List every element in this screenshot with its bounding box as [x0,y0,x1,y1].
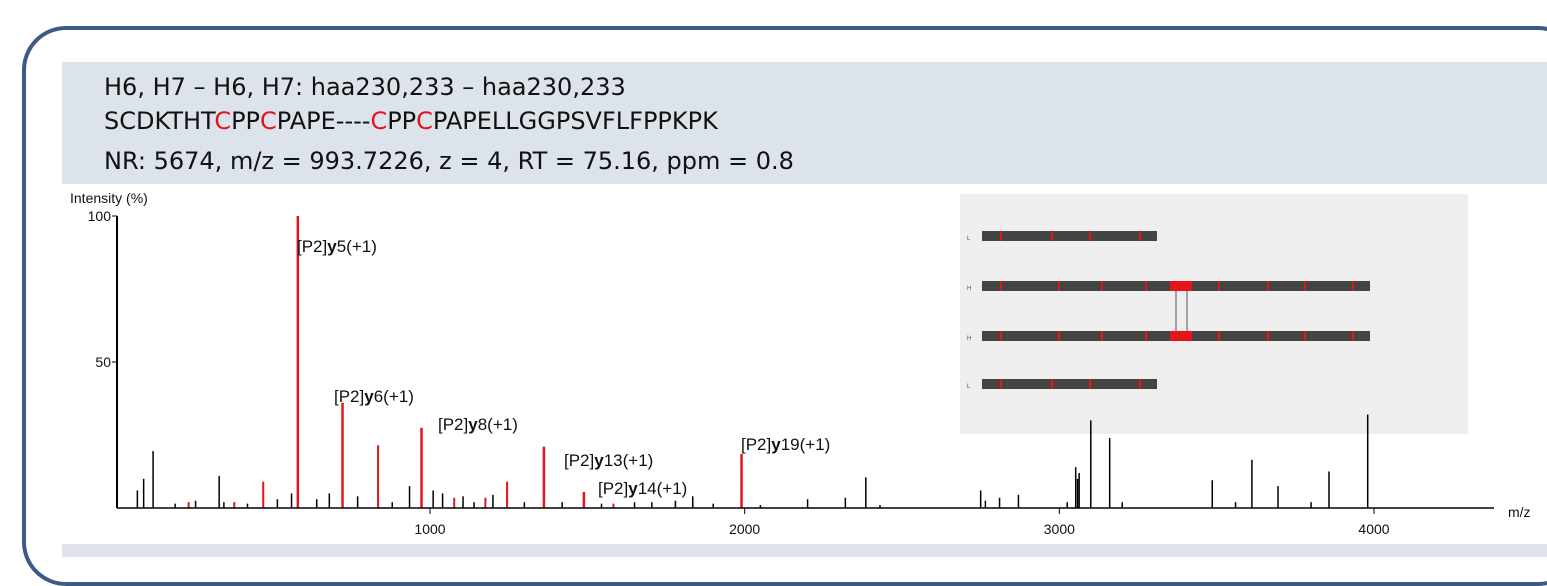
cysteine-mark [1000,379,1002,389]
inset-background [960,194,1468,434]
crosslink-site [1170,281,1192,291]
peptide-sequence: SCDKTHTCPPCPAPE----CPPCPAPELLGGPSVFLFPPK… [104,106,718,136]
x-tick-label: 3000 [1044,521,1075,537]
axes-layer: 50 100 1000 2000 3000 4000 Intensity (%) m/z [70,190,1531,537]
peak-label: [P2]y13(+1) [564,451,653,470]
precursor-info: NR: 5674, m/z = 993.7226, z = 4, RT = 75… [104,147,794,175]
chain-label: H [967,336,971,342]
cysteine-mark [1000,281,1002,291]
crosslink-title: H6, H7 – H6, H7: haa230,233 – haa230,233 [104,73,626,101]
y-tick-label: 100 [88,208,112,224]
cysteine-mark [1139,379,1141,389]
chain-bar [982,231,1157,241]
x-axis-title: m/z [1508,504,1531,520]
x-tick-label: 2000 [729,521,760,537]
header-panel [62,62,1547,184]
x-tick-label: 1000 [414,521,445,537]
cysteine-mark [1058,281,1060,291]
sequence-segment: PP [387,107,417,135]
peak-labels-layer: [P2]y5(+1) [P2]y6(+1) [P2]y8(+1) [P2]y13(+1… [297,237,830,498]
cysteine-mark [1089,231,1091,241]
cysteine-mark [1145,281,1147,291]
cysteine-mark [1051,379,1053,389]
cysteine-mark [1218,281,1220,291]
crosslink-inset: L H H L [960,194,1468,434]
y-tick-label: 50 [95,354,111,370]
chain-bar [982,379,1157,389]
peak-label: [P2]y5(+1) [297,237,377,256]
cysteine-mark [1089,379,1091,389]
cysteine-mark [1218,331,1220,341]
cysteine-mark [1267,281,1269,291]
sequence-segment: PAPELLGGPSVFLFPPKPK [432,107,718,135]
crosslink-site [1170,331,1192,341]
chain-label: L [967,236,971,242]
peak-label: [P2]y19(+1) [741,435,830,454]
cysteine-mark [1304,281,1306,291]
cysteine-mark [1101,281,1103,291]
sequence-segment: PP [231,107,261,135]
cysteine-mark [1139,231,1141,241]
cysteine-mark [1352,331,1354,341]
cysteine-mark [1304,331,1306,341]
sequence-segment: PAPE---- [276,107,371,135]
spectrum-chart: L H H L 50 100 1000 2000 3000 4000 Intensity (%) m… [70,190,1531,537]
cysteine-mark [1058,331,1060,341]
cysteine-mark [1352,281,1354,291]
bottom-band [62,544,1547,557]
cysteine-mark [1000,331,1002,341]
cysteine-mark [1051,231,1053,241]
crosslinked-cysteine: C [370,107,388,135]
cysteine-mark [1000,231,1002,241]
peak-label: [P2]y6(+1) [334,387,414,406]
x-tick-label: 4000 [1358,521,1389,537]
peak-label: [P2]y8(+1) [438,415,518,434]
peak-label: [P2]y14(+1) [598,479,687,498]
sequence-segment: SCDKTHT [104,107,215,135]
chain-label: H [967,286,971,292]
crosslinked-cysteine: C [260,107,277,135]
cysteine-mark [1101,331,1103,341]
crosslinked-cysteine: C [416,107,433,135]
y-axis-title: Intensity (%) [70,190,148,206]
chain-label: L [967,384,971,390]
cysteine-mark [1145,331,1147,341]
cysteine-mark [1267,331,1269,341]
crosslinked-cysteine: C [214,107,232,135]
